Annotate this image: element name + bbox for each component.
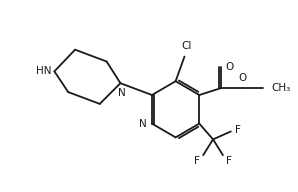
- Text: F: F: [194, 156, 200, 166]
- Text: Cl: Cl: [181, 41, 192, 51]
- Text: HN: HN: [36, 66, 52, 76]
- Text: CH₃: CH₃: [271, 83, 291, 93]
- Text: F: F: [235, 126, 240, 136]
- Text: F: F: [226, 156, 232, 166]
- Text: O: O: [226, 62, 234, 72]
- Text: O: O: [238, 73, 247, 83]
- Text: N: N: [139, 119, 147, 129]
- Text: N: N: [117, 88, 125, 98]
